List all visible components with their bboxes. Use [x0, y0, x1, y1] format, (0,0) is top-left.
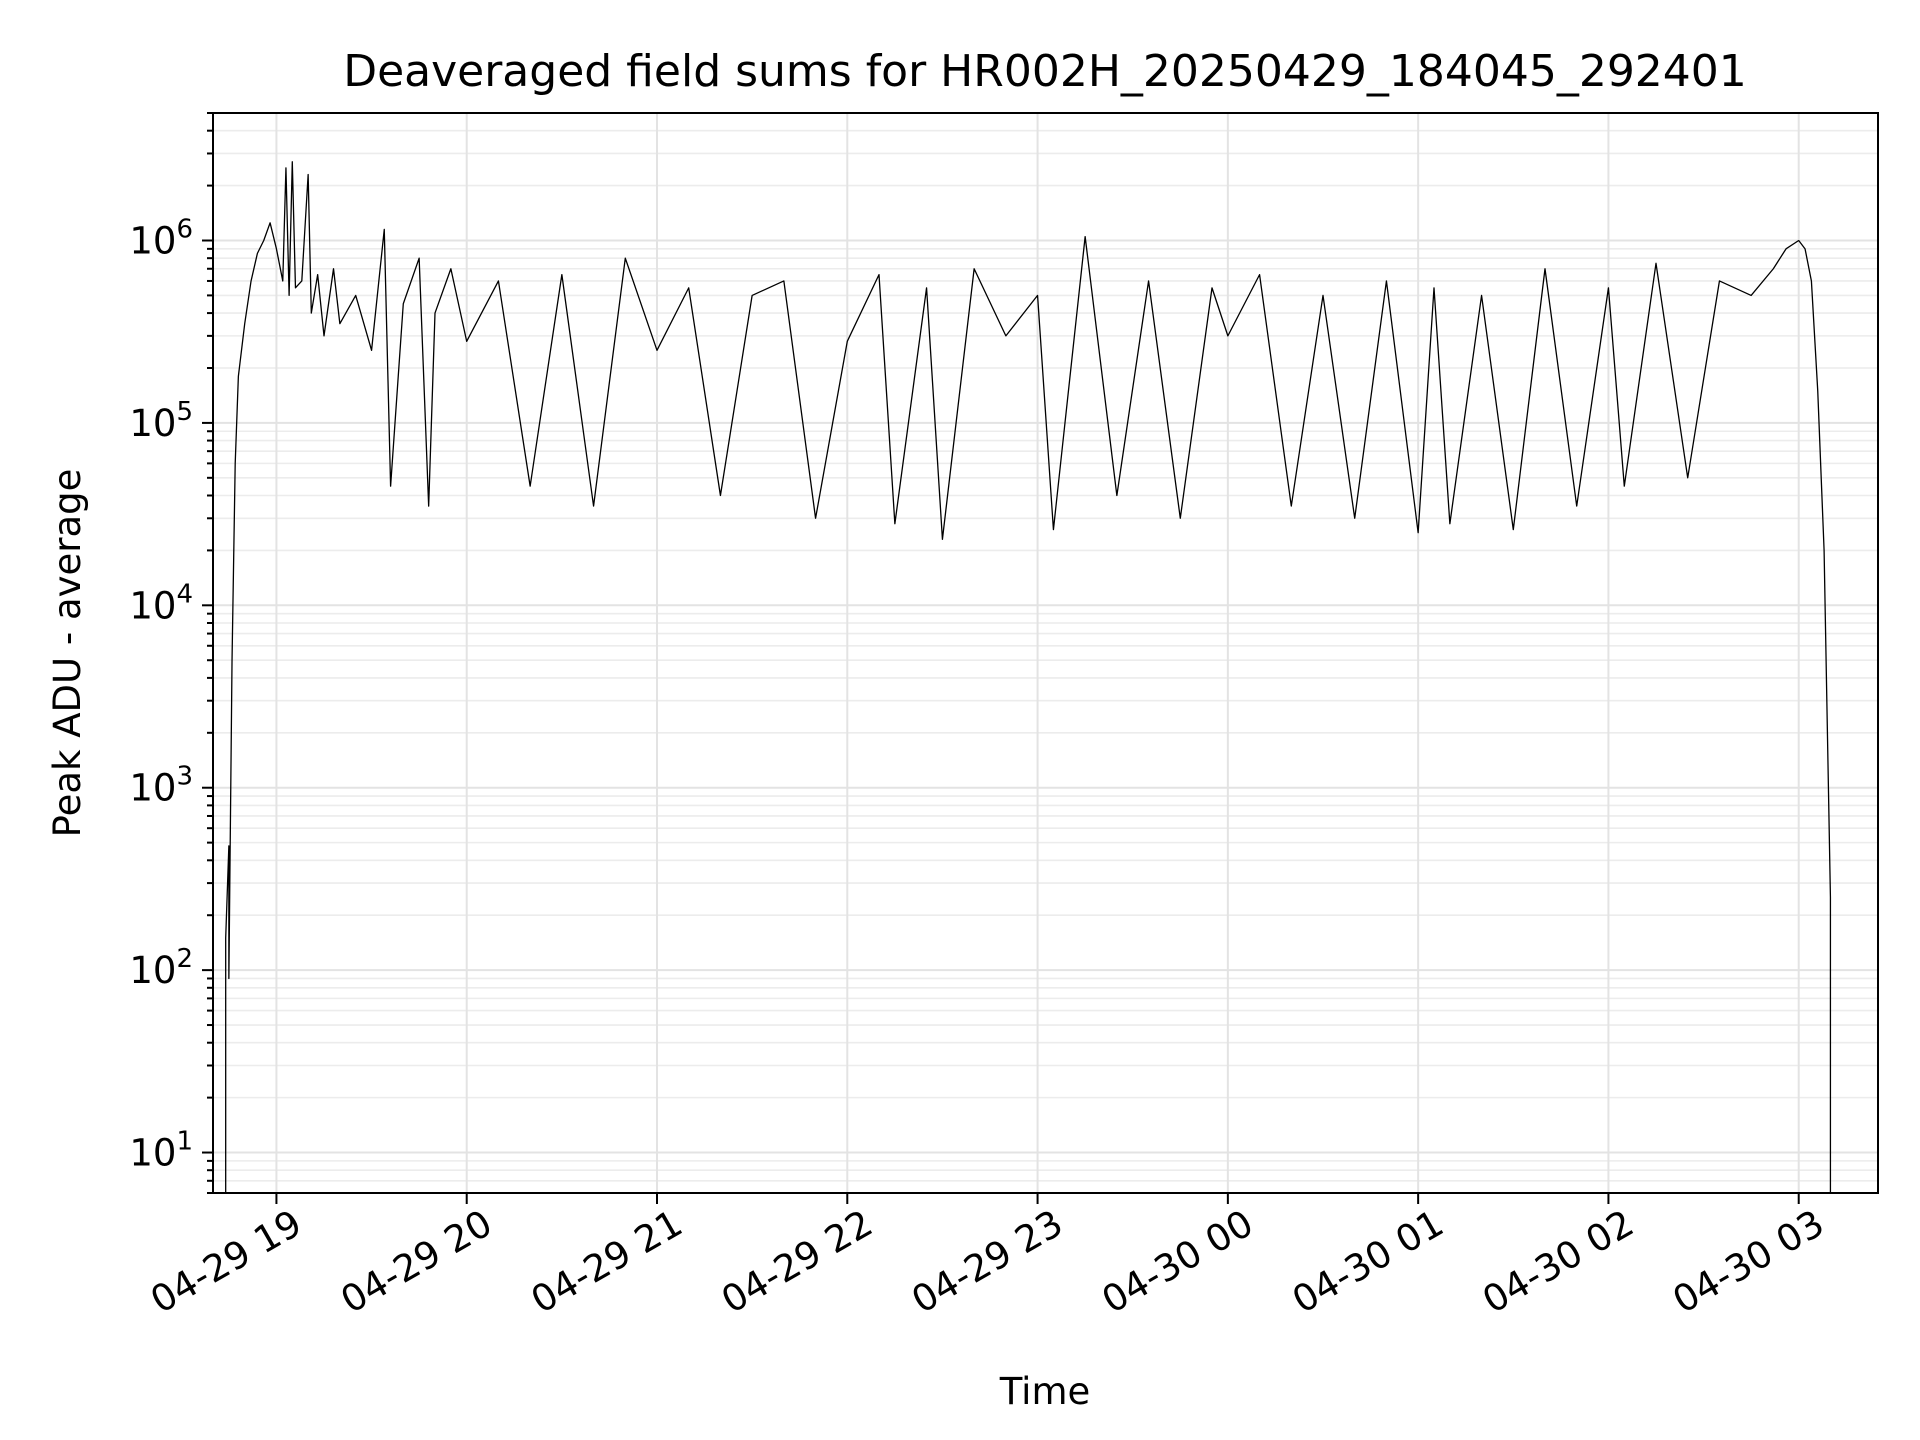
y-axis-label: Peak ADU - average: [46, 469, 89, 838]
y-tick-label: 103: [129, 762, 193, 810]
x-axis: 04-29 19 04-29 20 04-29 21 04-29 22 04-29 23…: [143, 1193, 1831, 1322]
y-tick-label: 106: [129, 214, 193, 262]
y-axis: 101 102 103 104 105 106: [129, 112, 213, 1194]
y-tick-label: 105: [129, 397, 193, 445]
x-tick-label: 04-29 21: [524, 1202, 690, 1322]
x-tick-label: 04-30 02: [1475, 1202, 1641, 1322]
series-layer: [225, 161, 1832, 1193]
series-line: [225, 161, 1832, 1193]
x-tick-label: 04-29 19: [143, 1202, 309, 1322]
y-tick-label: 101: [129, 1127, 193, 1175]
grid: [213, 112, 1878, 1194]
chart-title: Deaveraged field sums for HR002H_2025042…: [343, 46, 1747, 97]
x-tick-label: 04-30 03: [1666, 1202, 1832, 1322]
x-tick-label: 04-29 22: [714, 1202, 880, 1322]
y-tick-label: 102: [129, 944, 193, 992]
x-axis-label: Time: [999, 1370, 1091, 1413]
x-tick-label: 04-29 20: [334, 1202, 500, 1322]
x-tick-label: 04-30 00: [1095, 1202, 1261, 1322]
x-tick-label: 04-30 01: [1285, 1202, 1451, 1322]
plot-frame: [212, 112, 1879, 1194]
x-tick-label: 04-29 23: [904, 1202, 1070, 1322]
y-tick-label: 104: [129, 579, 193, 627]
